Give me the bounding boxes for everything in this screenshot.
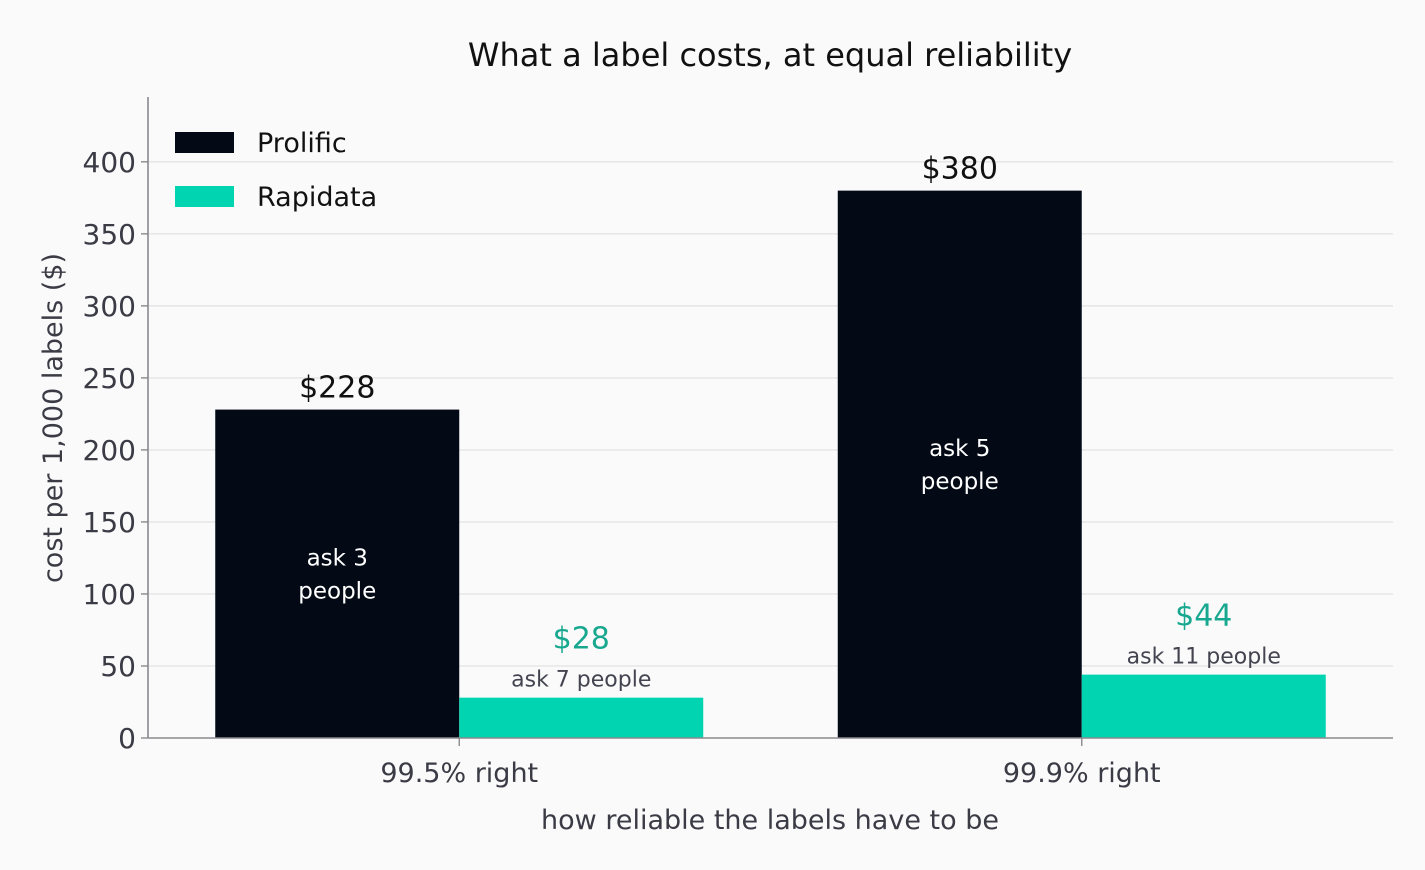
bar-labels: $228 ask 3 people ask 7 people $28 $380 ask 5 p… [298, 152, 1281, 693]
y-tick-label: 50 [100, 650, 136, 683]
bar-rapidata [1081, 674, 1326, 738]
bar-inner-label: ask 5 [929, 436, 990, 462]
value-label-rapidata: $44 [1175, 599, 1232, 634]
bar-inner-label: ask 3 [307, 545, 368, 571]
bar-prolific [215, 409, 460, 738]
bar-prolific [837, 190, 1082, 738]
legend-label: Rapidata [257, 182, 377, 213]
y-ticks: 0 50 100 150 200 250 300 350 400 [83, 146, 148, 755]
bars [215, 190, 1326, 738]
y-tick-label: 350 [83, 218, 136, 251]
y-axis-label: cost per 1,000 labels ($) [38, 253, 69, 583]
y-tick-label: 100 [83, 578, 136, 611]
value-label-prolific: $380 [922, 152, 998, 187]
y-tick-label: 400 [83, 146, 136, 179]
x-axis-label: how reliable the labels have to be [541, 805, 999, 836]
legend-label: Prolific [257, 128, 347, 159]
legend-swatch [175, 132, 234, 153]
y-tick-label: 0 [118, 722, 136, 755]
axes [147, 97, 1393, 739]
bar-rapidata [459, 697, 704, 738]
value-label-rapidata: $28 [553, 622, 610, 657]
y-tick-label: 250 [83, 362, 136, 395]
legend-swatch [175, 186, 234, 207]
legend: Prolific Rapidata [175, 128, 377, 213]
x-tick-label: 99.9% right [1003, 758, 1161, 789]
bar-inner-label: people [921, 469, 999, 495]
bar-sub-label: ask 11 people [1127, 645, 1281, 670]
x-tick-label: 99.5% right [380, 758, 538, 789]
y-tick-label: 150 [83, 506, 136, 539]
bar-inner-label: people [298, 578, 376, 604]
x-ticks: 99.5% right 99.9% right [380, 738, 1161, 789]
y-tick-label: 200 [83, 434, 136, 467]
chart-title: What a label costs, at equal reliability [468, 36, 1072, 74]
bar-sub-label: ask 7 people [511, 668, 651, 693]
value-label-prolific: $228 [299, 371, 375, 406]
y-tick-label: 300 [83, 290, 136, 323]
